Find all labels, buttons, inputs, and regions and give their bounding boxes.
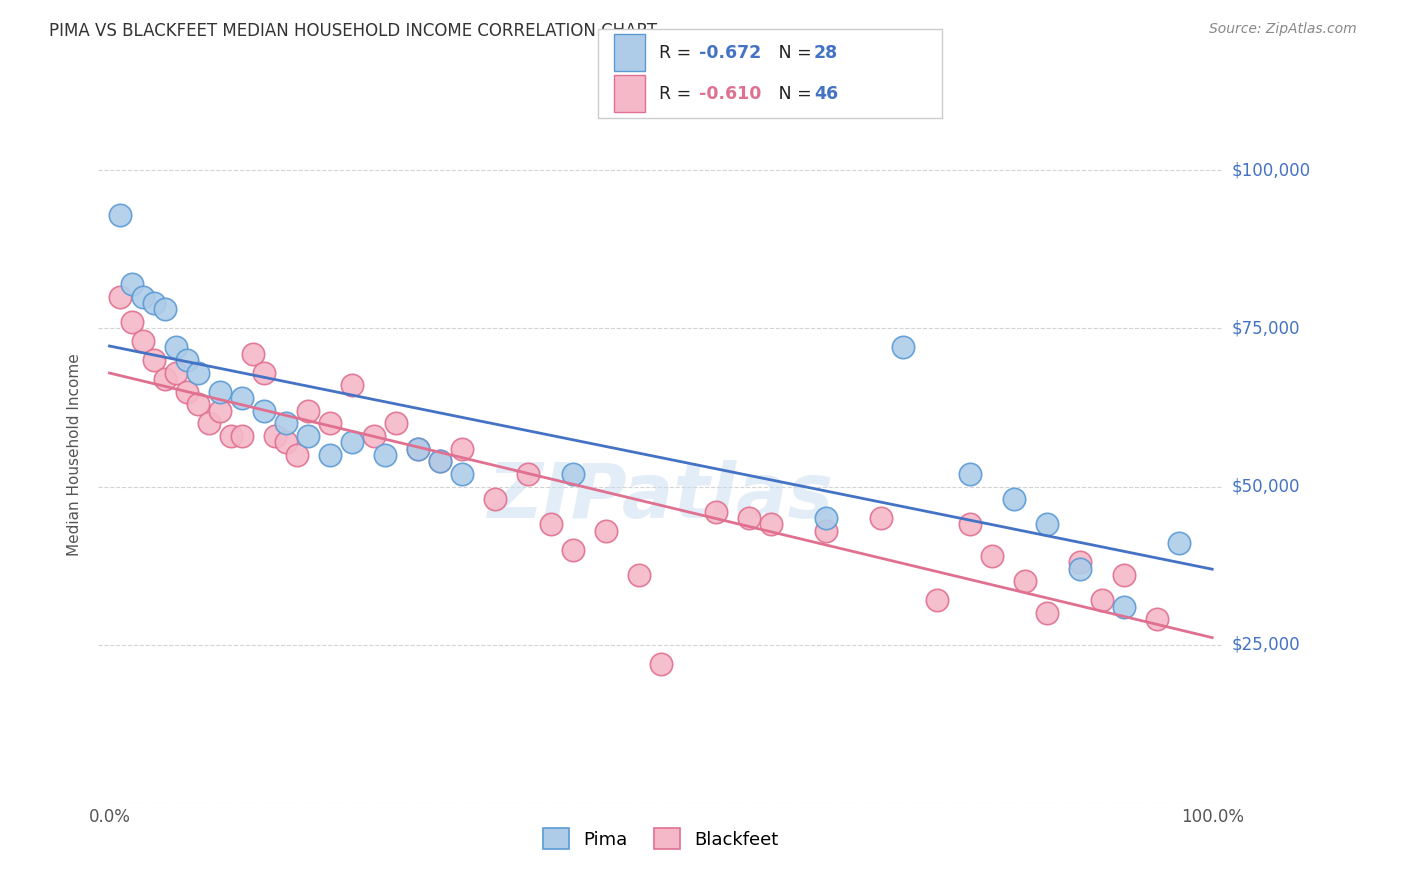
Point — [1069, 556, 1091, 570]
Point — [406, 442, 429, 456]
Point — [176, 384, 198, 399]
Point — [1112, 568, 1135, 582]
Point — [197, 417, 219, 431]
Text: -0.672: -0.672 — [699, 44, 761, 62]
Point — [187, 366, 209, 380]
Point — [340, 378, 363, 392]
Point — [451, 442, 474, 456]
Text: $75,000: $75,000 — [1232, 319, 1301, 337]
Point — [815, 524, 838, 538]
Point — [110, 290, 132, 304]
Point — [893, 340, 915, 354]
Point — [561, 542, 583, 557]
Point — [165, 366, 187, 380]
Point — [759, 517, 782, 532]
Text: ZIPatlas: ZIPatlas — [488, 459, 834, 533]
Point — [1069, 562, 1091, 576]
Point — [1002, 492, 1025, 507]
Point — [131, 290, 153, 304]
Text: N =: N = — [762, 85, 817, 103]
Point — [263, 429, 285, 443]
Text: R =: R = — [659, 85, 697, 103]
Y-axis label: Median Household Income: Median Household Income — [67, 353, 83, 557]
Point — [176, 353, 198, 368]
Point — [274, 417, 297, 431]
Text: $50,000: $50,000 — [1232, 477, 1301, 496]
Point — [517, 467, 540, 481]
Point — [363, 429, 385, 443]
Point — [231, 391, 253, 405]
Point — [374, 448, 396, 462]
Point — [274, 435, 297, 450]
Point — [131, 334, 153, 348]
Text: 28: 28 — [814, 44, 838, 62]
Point — [121, 277, 143, 292]
Point — [1091, 593, 1114, 607]
Point — [319, 417, 342, 431]
Point — [980, 549, 1002, 563]
Point — [429, 454, 451, 468]
Point — [406, 442, 429, 456]
Point — [219, 429, 242, 443]
Point — [1036, 517, 1059, 532]
Point — [738, 511, 761, 525]
Text: 46: 46 — [814, 85, 838, 103]
Point — [650, 657, 672, 671]
Point — [187, 397, 209, 411]
Point — [231, 429, 253, 443]
Point — [540, 517, 562, 532]
Point — [627, 568, 650, 582]
Point — [285, 448, 308, 462]
Point — [925, 593, 948, 607]
Text: Source: ZipAtlas.com: Source: ZipAtlas.com — [1209, 22, 1357, 37]
Point — [319, 448, 342, 462]
Point — [385, 417, 408, 431]
Text: R =: R = — [659, 44, 697, 62]
Point — [153, 372, 176, 386]
Point — [110, 208, 132, 222]
Point — [1168, 536, 1191, 550]
Point — [870, 511, 893, 525]
Point — [451, 467, 474, 481]
Point — [595, 524, 617, 538]
Point — [815, 511, 838, 525]
Point — [297, 429, 319, 443]
Point — [121, 315, 143, 329]
Point — [153, 302, 176, 317]
Point — [1014, 574, 1036, 589]
Point — [959, 467, 981, 481]
Point — [165, 340, 187, 354]
Point — [561, 467, 583, 481]
Point — [242, 347, 264, 361]
Point — [142, 353, 165, 368]
Point — [484, 492, 506, 507]
Text: $100,000: $100,000 — [1232, 161, 1310, 179]
Point — [253, 366, 276, 380]
Point — [429, 454, 451, 468]
Point — [208, 384, 231, 399]
Point — [1146, 612, 1168, 626]
Text: PIMA VS BLACKFEET MEDIAN HOUSEHOLD INCOME CORRELATION CHART: PIMA VS BLACKFEET MEDIAN HOUSEHOLD INCOM… — [49, 22, 658, 40]
Point — [253, 403, 276, 417]
Text: N =: N = — [762, 44, 817, 62]
Legend: Pima, Blackfeet: Pima, Blackfeet — [536, 822, 786, 856]
Point — [1036, 606, 1059, 620]
Point — [297, 403, 319, 417]
Point — [142, 296, 165, 310]
Point — [208, 403, 231, 417]
Point — [959, 517, 981, 532]
Point — [1112, 599, 1135, 614]
Point — [340, 435, 363, 450]
Text: $25,000: $25,000 — [1232, 636, 1301, 654]
Point — [704, 505, 727, 519]
Text: -0.610: -0.610 — [699, 85, 761, 103]
